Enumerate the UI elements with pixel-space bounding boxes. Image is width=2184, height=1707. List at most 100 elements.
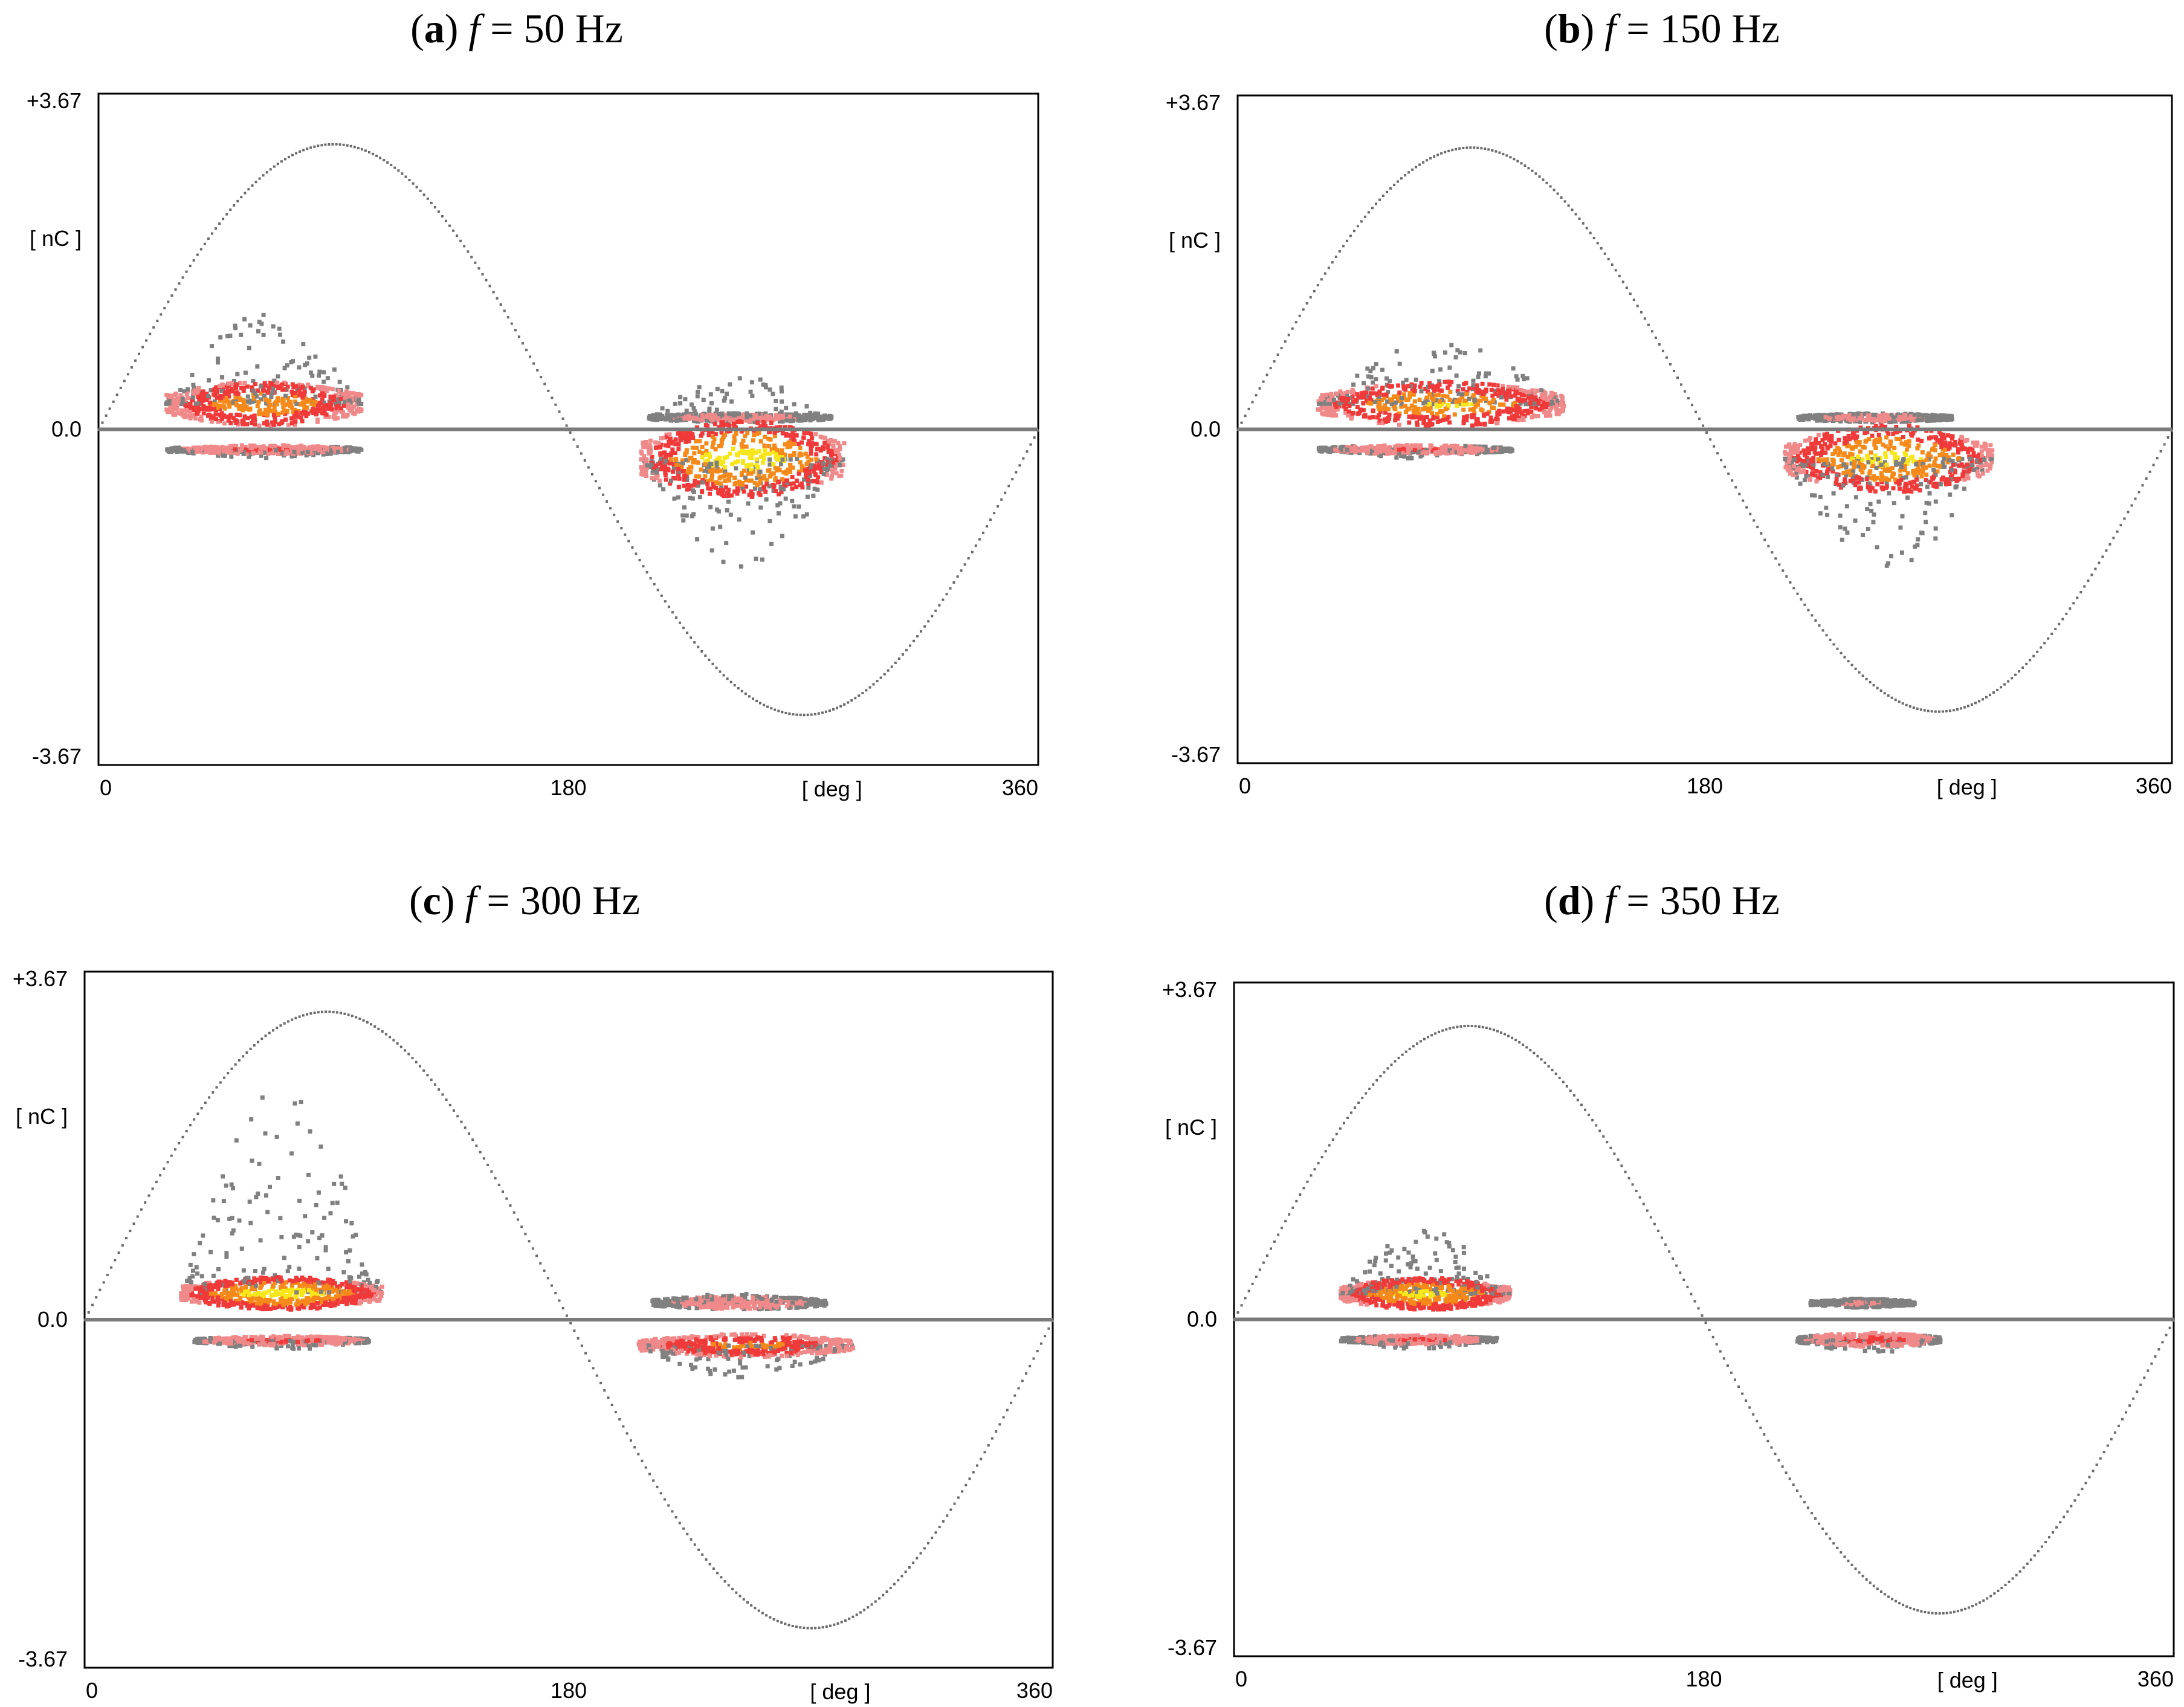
pd-dot [320, 450, 325, 454]
pd-dot [740, 447, 745, 452]
sine-dot [711, 662, 714, 665]
pd-dot [1475, 402, 1479, 407]
pd-dot [1394, 349, 1399, 353]
pd-dot [733, 460, 738, 465]
pd-dot [1446, 415, 1451, 419]
pd-dot [655, 412, 659, 417]
pd-dot [249, 421, 254, 425]
pd-dot [1521, 418, 1526, 422]
pd-dot [1895, 416, 1899, 421]
pd-dot [1484, 371, 1488, 376]
pd-dot [1838, 525, 1843, 530]
sine-dot [404, 175, 407, 178]
pd-dot [697, 474, 702, 479]
pd-dot [344, 391, 349, 396]
pd-dot [746, 451, 751, 455]
pd-dot [735, 486, 740, 491]
pd-dot [766, 417, 771, 422]
pd-dot [723, 396, 728, 401]
pd-dot [257, 423, 262, 428]
pd-dot [337, 379, 342, 384]
pd-dot [1448, 390, 1453, 394]
pd-dot [719, 440, 724, 445]
sine-dot [130, 366, 133, 369]
pd-dot [730, 462, 735, 466]
pd-dot [691, 413, 696, 418]
pd-dot [777, 453, 782, 457]
pd-dot [757, 431, 761, 435]
pd-dot [710, 526, 715, 531]
pd-dot [663, 459, 668, 463]
pd-dot [1423, 424, 1428, 428]
sine-dot [295, 152, 298, 155]
pd-dot [199, 415, 204, 419]
pd-dot [741, 489, 746, 494]
pd-dot [1872, 512, 1876, 517]
pd-dot [1380, 421, 1385, 425]
pd-dot [310, 447, 314, 451]
sine-dot [342, 143, 345, 146]
pd-dot [746, 471, 751, 476]
sine-dot [967, 557, 970, 560]
pd-dot [742, 468, 747, 473]
pd-dot [1843, 526, 1847, 531]
sine-dot [506, 316, 509, 318]
sine-dot [879, 676, 882, 679]
pd-dot [186, 396, 190, 401]
pd-dot [1374, 377, 1378, 382]
pd-dot [1537, 407, 1542, 412]
pd-dot [1886, 431, 1891, 436]
pd-dot [1891, 486, 1896, 491]
pd-dot [829, 437, 833, 442]
pd-dot [1938, 482, 1943, 486]
pd-dot [1386, 445, 1391, 450]
pd-dot [205, 448, 210, 453]
pd-dot [1469, 447, 1474, 451]
pd-dot [1465, 390, 1470, 395]
pd-dot [300, 450, 305, 455]
pd-dot [1831, 462, 1836, 466]
pd-dot [303, 399, 308, 404]
pd-dot [743, 434, 748, 439]
pd-dot [356, 409, 361, 414]
panel-caption: (a) f = 50 Hz [410, 5, 623, 51]
sine-dot [163, 306, 166, 309]
pd-dot [684, 408, 689, 413]
pd-dot [709, 548, 714, 553]
pd-dot [1898, 486, 1902, 491]
sine-dot [752, 697, 754, 700]
pd-dot [1361, 395, 1366, 399]
sine-dot [847, 701, 850, 704]
sine-dot [317, 144, 320, 147]
pd-dot [266, 399, 271, 404]
pd-dot [774, 489, 778, 493]
pd-dot [1816, 433, 1821, 437]
pd-dot [714, 486, 719, 490]
pd-dot [1827, 414, 1832, 419]
pd-dot [814, 452, 819, 457]
pd-dot [1467, 396, 1472, 401]
pd-dot [1871, 418, 1876, 423]
pd-dot [809, 457, 814, 462]
pd-dot [314, 411, 319, 416]
pd-dot [262, 388, 267, 393]
pd-dot [1804, 456, 1809, 460]
pd-dot [222, 421, 227, 426]
pd-dot [1882, 412, 1887, 417]
pd-dot [1415, 422, 1420, 427]
pd-dot [1355, 392, 1360, 397]
pd-dot [1883, 444, 1888, 449]
pd-dot [247, 454, 251, 459]
pd-dot [790, 412, 795, 417]
pd-dot [727, 412, 732, 416]
pd-dot [1475, 417, 1480, 422]
pd-dot [1399, 401, 1404, 406]
pd-dot [780, 419, 785, 424]
pd-dot [1902, 460, 1907, 465]
sine-dot [299, 150, 302, 153]
pd-dot [1948, 417, 1953, 422]
pd-dot [1510, 448, 1514, 453]
pd-dot [1407, 395, 1412, 399]
pd-dot [658, 451, 663, 456]
pd-dot [1421, 415, 1426, 420]
